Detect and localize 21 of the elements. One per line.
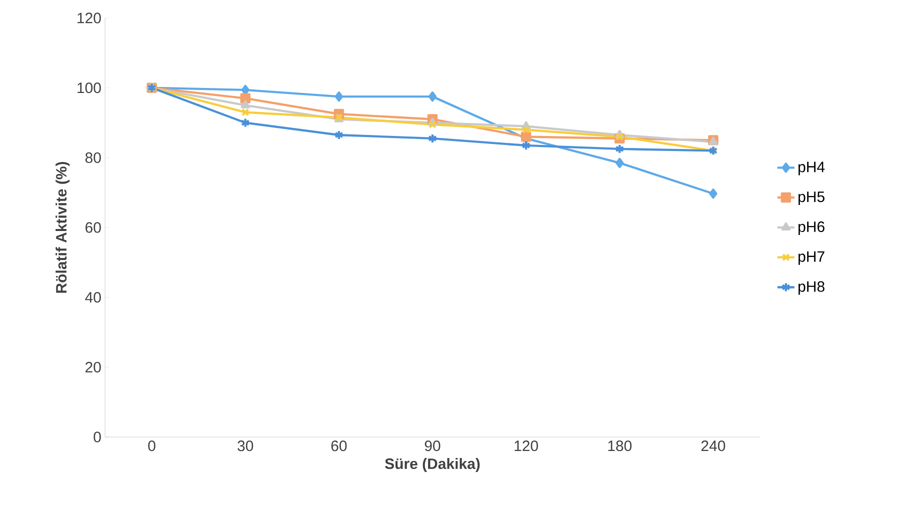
y-tick-label: 120 [78,12,101,24]
x-tick-label: 120 [514,440,538,452]
y-tick-label: 80 [85,152,101,163]
x-axis-title: Süre (Dakika) [385,458,480,472]
x-tick-label: 90 [424,440,440,452]
y-tick-label: 100 [78,82,101,94]
legend-label: pH5 [798,192,824,206]
x-tick-label: 240 [701,440,726,452]
legend-label: pH4 [798,162,825,176]
x-tick-label: 30 [238,440,254,452]
y-axis-title: Rölatif Aktivite (%) [56,162,70,293]
legend-label: pH8 [798,281,824,295]
legend-label: pH7 [798,251,824,265]
y-tick-label: 40 [85,292,101,303]
x-tick-label: 60 [331,440,347,452]
y-tick-label: 60 [86,222,101,233]
legend-label: pH6 [798,221,824,236]
y-tick-label: 0 [94,432,101,442]
x-tick-label: 180 [608,440,632,452]
y-tick-label: 20 [86,362,101,372]
x-tick-label: 0 [148,440,156,452]
